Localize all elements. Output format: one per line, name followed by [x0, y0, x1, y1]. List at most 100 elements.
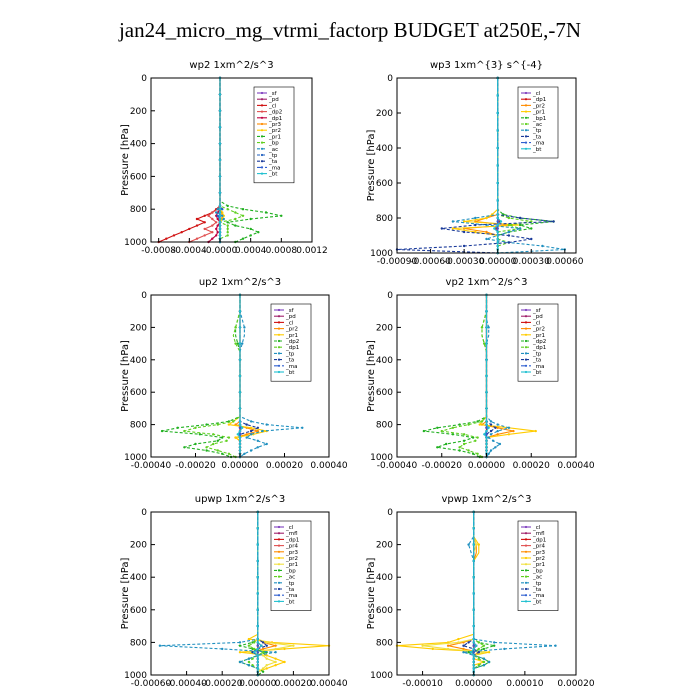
data-point	[496, 426, 499, 429]
y-tick-label: 800	[130, 421, 147, 431]
data-point	[462, 651, 465, 654]
y-tick-label: 1000	[124, 453, 147, 463]
legend-marker	[260, 166, 264, 169]
data-point	[249, 420, 253, 423]
legend-entry: _cl	[532, 525, 541, 531]
data-point	[475, 644, 478, 647]
data-point	[176, 426, 179, 429]
data-point	[222, 217, 225, 221]
data-point	[462, 442, 466, 446]
data-point	[485, 237, 488, 241]
y-tick-label: 200	[376, 323, 393, 333]
legend-entry: _pr1	[285, 333, 298, 339]
y-tick-label: 400	[376, 356, 393, 366]
legend-marker	[524, 135, 528, 138]
data-point	[472, 664, 475, 667]
data-point	[243, 452, 246, 455]
data-point	[280, 214, 283, 217]
data-point	[292, 644, 295, 647]
legend: _cl_mfl_dp1_pr4_pr3_pr2_pr1_bp_ac_tp_ta_…	[270, 520, 312, 611]
data-point	[218, 221, 222, 224]
legend-entry: _bt	[268, 172, 278, 178]
data-point	[503, 647, 506, 651]
data-point	[245, 436, 248, 439]
data-point	[496, 129, 499, 132]
data-point	[462, 439, 466, 442]
x-tick-label: 0.00060	[546, 257, 583, 267]
data-point	[478, 423, 481, 426]
data-point	[256, 654, 259, 657]
y-tick-label: 800	[130, 638, 147, 648]
data-point	[247, 660, 251, 664]
data-point	[256, 641, 259, 644]
x-tick-label: 0.00020	[513, 461, 550, 471]
data-point	[552, 220, 555, 223]
data-point	[472, 667, 475, 670]
legend-marker	[524, 364, 528, 367]
legend-entry: _ma	[268, 165, 280, 171]
panel-6: vpwp 1xm^2/s^3 Pressure [hPa] 0 200 400 600 80…	[366, 494, 595, 689]
data-point	[487, 660, 491, 664]
data-point	[283, 660, 286, 664]
x-tick-label: 0.00000	[239, 679, 276, 689]
data-point	[212, 442, 215, 446]
data-point	[238, 644, 242, 647]
data-point	[256, 644, 259, 647]
legend-marker	[524, 141, 528, 144]
data-point	[472, 657, 475, 660]
data-point	[485, 310, 488, 313]
legend-marker	[277, 333, 281, 336]
data-point	[261, 667, 265, 670]
data-point	[485, 407, 488, 410]
series-line-ta	[239, 295, 260, 457]
data-point	[496, 181, 499, 185]
data-point	[496, 164, 499, 167]
data-point	[256, 592, 259, 595]
panel-1: wp2 1xm^2/s^3 Pressure [hPa] 0 200 400 600 800…	[120, 60, 328, 256]
data-point	[238, 429, 242, 433]
legend-marker	[524, 339, 528, 343]
x-tick-label: -0.00020	[202, 679, 243, 689]
data-point	[274, 660, 277, 664]
legend-marker	[260, 110, 264, 113]
plot-frame	[150, 77, 313, 243]
data-point	[421, 644, 424, 647]
data-point	[265, 644, 268, 647]
legend-marker	[277, 556, 281, 560]
legend-entry: _pr3	[285, 550, 299, 556]
legend-marker	[277, 352, 281, 355]
legend-entry: _dp2	[268, 110, 282, 116]
legend-marker	[260, 116, 264, 119]
data-point	[518, 216, 522, 220]
data-point	[216, 208, 219, 211]
data-point	[256, 608, 259, 611]
x-tick-label: -0.0004	[172, 246, 207, 256]
legend-entry: _pr2	[532, 103, 545, 109]
panel-5: upwp 1xm^2/s^3 Pressure [hPa] 0 200 400 600 80…	[120, 494, 348, 689]
data-point	[507, 223, 511, 227]
data-point	[477, 543, 480, 546]
data-point	[216, 214, 219, 217]
x-tick-label: -0.0008	[141, 246, 176, 256]
data-point	[238, 342, 242, 345]
x-tick-label: -0.00060	[410, 257, 451, 267]
data-point	[534, 429, 537, 433]
data-point	[496, 220, 499, 223]
data-point	[482, 664, 486, 667]
data-point	[462, 433, 466, 436]
data-point	[165, 237, 168, 240]
data-point	[440, 227, 443, 230]
legend-marker	[524, 315, 528, 318]
data-point	[489, 420, 493, 423]
data-point	[225, 439, 228, 442]
legend-marker	[524, 308, 528, 312]
data-point	[249, 426, 253, 429]
data-point	[462, 644, 465, 647]
data-point	[234, 342, 237, 345]
data-point	[451, 220, 455, 223]
data-point	[482, 657, 486, 660]
data-point	[261, 647, 265, 651]
data-point	[472, 654, 475, 657]
data-point	[436, 426, 439, 429]
data-point	[218, 204, 222, 208]
